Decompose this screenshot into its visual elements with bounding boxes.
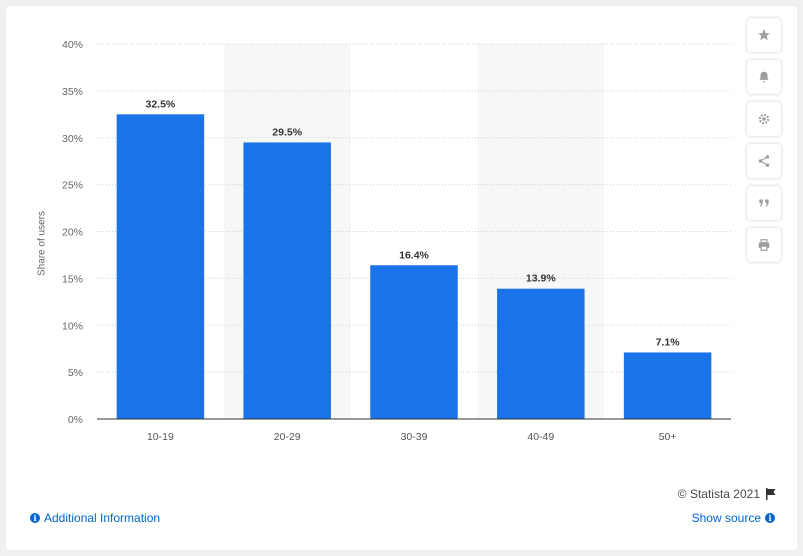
y-tick-label: 0% bbox=[68, 414, 83, 426]
flag-icon[interactable] bbox=[765, 488, 777, 500]
y-tick-label: 15% bbox=[62, 273, 83, 285]
additional-info-link[interactable]: i Additional Information bbox=[30, 511, 160, 525]
chart-card: 0% 5% 10% 15% 20% 25% 30% 35% 40% 32.5% 10-19 29.5%… bbox=[6, 6, 797, 550]
y-axis-label: Share of users bbox=[36, 210, 48, 277]
print-icon bbox=[758, 239, 770, 251]
copyright-text: © Statista 2021 bbox=[677, 487, 760, 501]
share-icon bbox=[758, 155, 770, 167]
show-source-label: Show source bbox=[691, 511, 761, 525]
notification-button[interactable] bbox=[747, 60, 781, 94]
y-tick-label: 5% bbox=[68, 367, 83, 379]
x-tick-label: 50+ bbox=[659, 431, 677, 443]
show-source-link[interactable]: Show source i bbox=[692, 511, 775, 525]
y-tick-label: 35% bbox=[62, 86, 83, 98]
bar bbox=[243, 142, 331, 419]
y-tick-label: 20% bbox=[62, 227, 83, 239]
bar bbox=[497, 288, 585, 419]
data-label: 13.9% bbox=[526, 273, 556, 285]
x-tick-label: 40-49 bbox=[527, 431, 554, 443]
data-label: 7.1% bbox=[656, 336, 681, 348]
additional-info-label: Additional Information bbox=[44, 511, 161, 525]
data-label: 16.4% bbox=[399, 249, 429, 261]
gear-icon bbox=[758, 113, 770, 125]
chart-toolbar bbox=[747, 18, 785, 270]
cite-button[interactable] bbox=[747, 186, 781, 220]
data-label: 32.5% bbox=[146, 98, 176, 110]
bar bbox=[623, 352, 712, 419]
info-icon: i bbox=[30, 513, 40, 523]
bar bbox=[116, 114, 205, 419]
y-tick-label: 10% bbox=[62, 320, 83, 332]
x-tick-label: 10-19 bbox=[147, 431, 174, 443]
info-icon: i bbox=[765, 513, 775, 523]
settings-button[interactable] bbox=[747, 102, 781, 136]
y-tick-label: 25% bbox=[62, 180, 83, 192]
favorite-button[interactable] bbox=[747, 18, 781, 52]
bar bbox=[370, 265, 458, 419]
bar-chart: 0% 5% 10% 15% 20% 25% 30% 35% 40% 32.5% 10-19 29.5%… bbox=[62, 39, 731, 443]
star-icon bbox=[758, 29, 770, 41]
data-label: 29.5% bbox=[272, 126, 302, 138]
y-tick-label: 40% bbox=[62, 39, 83, 51]
print-button[interactable] bbox=[747, 228, 781, 262]
copyright: © Statista 2021 bbox=[678, 487, 777, 501]
quote-icon bbox=[759, 199, 769, 207]
x-tick-label: 30-39 bbox=[401, 431, 428, 443]
bell-icon bbox=[759, 71, 769, 83]
share-button[interactable] bbox=[747, 144, 781, 178]
x-tick-label: 20-29 bbox=[274, 431, 301, 443]
y-tick-label: 30% bbox=[62, 133, 83, 145]
